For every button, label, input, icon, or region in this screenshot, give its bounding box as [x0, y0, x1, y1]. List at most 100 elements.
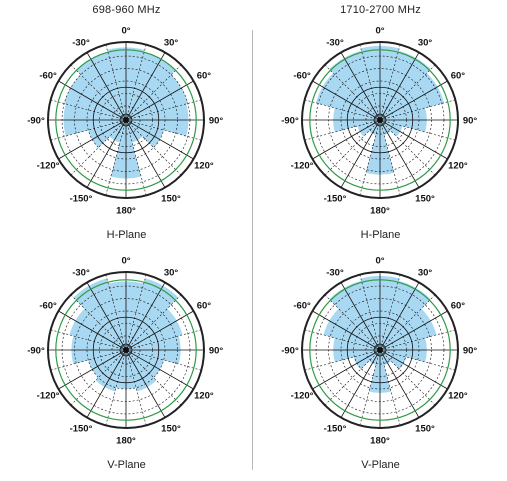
grid-spoke-dashed — [125, 294, 182, 351]
grid-spoke — [379, 310, 448, 351]
grid-spoke — [58, 310, 127, 351]
grid-spoke-dashed — [379, 44, 401, 121]
grid-spoke — [125, 52, 166, 121]
grid-spoke — [125, 282, 166, 351]
grid-spoke-dashed — [359, 349, 381, 426]
outer-ring — [301, 41, 459, 199]
grid-spoke-dashed — [70, 294, 127, 351]
angle-label: -150° — [70, 423, 93, 434]
angle-label: 150° — [161, 193, 181, 204]
grid-spoke-dashed — [125, 44, 147, 121]
grid-spoke — [86, 119, 127, 188]
angle-label: 0° — [121, 256, 130, 267]
angle-label: -90° — [27, 346, 45, 357]
reference-ring — [55, 49, 197, 191]
angle-label: 60° — [197, 301, 212, 312]
grid-spoke-dashed — [125, 64, 182, 121]
pattern-sector — [368, 350, 380, 366]
angle-label: 150° — [415, 423, 435, 434]
angle-label: 90° — [463, 116, 478, 127]
grid-spoke — [312, 119, 381, 160]
angle-label: -60° — [293, 71, 311, 82]
grid-spoke — [340, 282, 381, 351]
pattern-sector — [380, 280, 431, 350]
grid-spoke-dashed — [324, 349, 381, 406]
angle-label: 90° — [209, 346, 224, 357]
grid-spoke-dashed — [379, 349, 456, 371]
pattern-sector — [126, 308, 183, 350]
angle-label: 180° — [370, 436, 390, 447]
angle-label: 120° — [448, 391, 468, 402]
grid-spoke-dashed — [379, 119, 401, 196]
polar-plot-low-v-plane: 0° 30° 60° 90° 120° 150° 180° -150° -120° -90° -60… — [27, 256, 224, 447]
angle-label: -120° — [291, 391, 314, 402]
grid-spoke-dashed — [125, 349, 147, 426]
angle-label: 180° — [116, 206, 136, 217]
angle-label: -150° — [70, 193, 93, 204]
center-ring — [373, 113, 387, 127]
pattern-sector — [126, 350, 157, 392]
grid-spoke-dashed — [359, 119, 381, 196]
center-dot — [377, 347, 383, 353]
angle-label: 120° — [194, 391, 214, 402]
pattern-sector — [357, 120, 380, 137]
pattern-sector — [88, 350, 126, 378]
grid-spoke-dashed — [304, 349, 381, 371]
angle-label: -120° — [37, 391, 60, 402]
grid-spoke — [86, 52, 127, 121]
angle-label: 30° — [164, 268, 179, 279]
grid-spoke-dashed — [379, 294, 436, 351]
pattern-sector — [126, 120, 164, 148]
grid-spoke — [312, 349, 381, 390]
pattern-sector — [329, 50, 380, 120]
center-dot — [377, 117, 383, 123]
pattern-sector — [323, 308, 380, 350]
angle-label: -60° — [39, 301, 57, 312]
grid-spoke-dashed — [379, 99, 456, 121]
grid-spoke — [379, 282, 420, 351]
grid-spoke-dashed — [70, 64, 127, 121]
plane-label-low-h: H-Plane — [106, 229, 147, 241]
angle-label: 180° — [116, 436, 136, 447]
reference-ring — [309, 279, 451, 421]
band-title-low: 698-960 MHz — [92, 4, 161, 16]
polar-plot-low-h-plane: 0° 30° 60° 90° 120° 150° 180° -150° -120° -90° -60… — [27, 26, 223, 217]
grid-spoke-dashed — [379, 329, 456, 351]
grid-spoke-dashed — [379, 119, 436, 176]
plane-label-high-v: V-Plane — [361, 459, 400, 471]
angle-label: -30° — [72, 268, 90, 279]
angle-label: -90° — [281, 116, 299, 127]
angle-label: -60° — [293, 301, 311, 312]
grid-spoke — [125, 349, 166, 418]
center-dot — [123, 117, 129, 123]
angle-label: -30° — [326, 38, 344, 49]
grid-spoke-dashed — [125, 119, 202, 141]
angle-label: 30° — [418, 38, 433, 49]
reference-ring — [55, 279, 197, 421]
grid-spoke — [379, 52, 420, 121]
pattern-sector — [126, 278, 179, 350]
grid-spoke — [125, 349, 194, 390]
grid-spoke-dashed — [359, 274, 381, 351]
grid-spoke-dashed — [379, 349, 436, 406]
band-title-high: 1710-2700 MHz — [340, 4, 421, 16]
center-dot — [123, 347, 129, 353]
pattern-sector — [73, 278, 126, 350]
pattern-sector — [329, 280, 380, 350]
reference-ring — [309, 49, 451, 191]
angle-label: 0° — [121, 26, 130, 37]
plane-label-high-h: H-Plane — [360, 229, 401, 241]
grid-spoke-dashed — [304, 99, 381, 121]
pattern-sector — [126, 52, 176, 120]
grid-spoke-dashed — [105, 119, 127, 196]
center-ring — [119, 113, 133, 127]
angle-label: 180° — [370, 206, 390, 217]
pattern-sector — [88, 120, 126, 148]
grid-spoke — [379, 119, 448, 160]
grid-spoke-dashed — [125, 349, 182, 406]
grid-spoke — [340, 52, 381, 121]
column-divider — [252, 30, 253, 470]
grid-spoke-dashed — [105, 349, 127, 426]
pattern-sector — [76, 52, 126, 120]
pattern-sector — [380, 350, 407, 370]
